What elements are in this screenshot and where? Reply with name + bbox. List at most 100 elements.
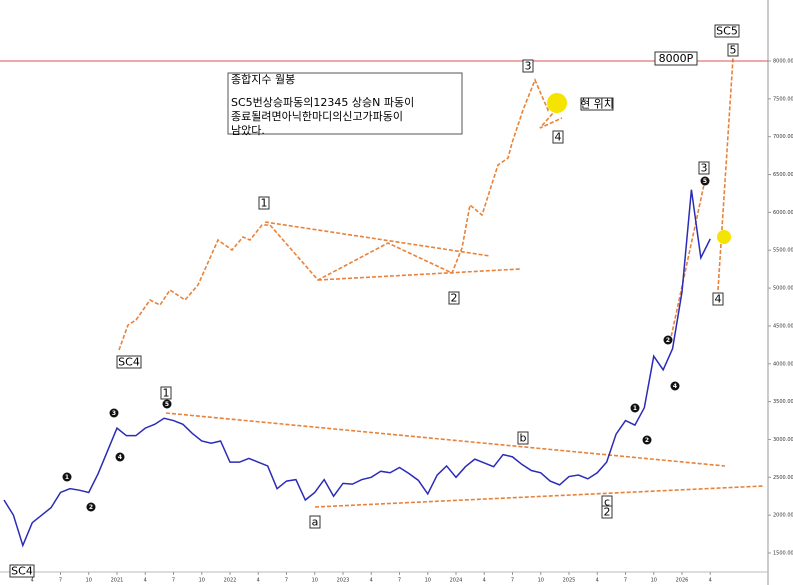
wave-label-box [698, 161, 710, 175]
y-tick-label: 2500.00 [773, 475, 793, 481]
x-tick-label: 10 [312, 578, 318, 584]
wave-label: b [520, 432, 527, 445]
wave-label-box [727, 43, 739, 57]
wave-label: c [604, 496, 610, 509]
wave-label-box [116, 355, 142, 369]
wave3-line [669, 179, 706, 343]
wave-label: 1 [163, 387, 170, 400]
wave-label-box [522, 59, 534, 73]
wave-label: SC4 [11, 565, 33, 578]
projection-path [118, 77, 563, 351]
x-tick-label: 10 [425, 578, 431, 584]
wave-mark [86, 502, 96, 512]
reference-label: 8000P [659, 52, 694, 65]
note-line: SC5번상승파동의12345 상승N 파동이 [231, 96, 414, 109]
y-tick-label: 4500.00 [773, 323, 793, 329]
y-tick-label: 1500.00 [773, 551, 793, 557]
wave-label-box [580, 97, 614, 111]
x-tick-label: 7 [624, 578, 627, 584]
wave-label: SC5 [716, 25, 738, 38]
trend-upper [165, 412, 726, 467]
x-tick-label: 10 [538, 578, 544, 584]
trend-lower [314, 485, 764, 508]
y-tick-label: 5000.00 [773, 286, 793, 292]
triangle-lower [317, 268, 521, 281]
x-tick-label: 2023 [337, 578, 350, 584]
x-tick-label: 7 [59, 578, 62, 584]
x-tick-label: 7 [398, 578, 401, 584]
wave-mark [62, 472, 72, 482]
wave-mark-label: 5 [165, 401, 169, 408]
wave-mark-label: 2 [645, 437, 649, 444]
wave-label-box [552, 130, 564, 144]
wave-label: SC4 [118, 356, 140, 369]
triangle-upper [264, 221, 491, 257]
wave-mark [109, 408, 119, 418]
wave-label: 5 [730, 44, 737, 57]
wave-label-box [160, 386, 172, 400]
y-tick-label: 8000.00 [773, 59, 793, 65]
wave-mark-label: 2 [89, 504, 93, 511]
note-line: 종료될려면아닉한마디의신고가파동이 [231, 109, 403, 123]
x-tick-label: 4 [709, 578, 712, 584]
price-line [3, 189, 711, 548]
wave-mark-label: 4 [118, 454, 122, 461]
wave-label: 3 [701, 162, 708, 175]
x-tick-label: 4 [596, 578, 599, 584]
wave-mark [700, 176, 710, 186]
wave-label: a [312, 516, 319, 529]
wave-label: 4 [555, 131, 562, 144]
wave-mark-label: 2 [666, 337, 670, 344]
x-tick-label: 4 [31, 578, 34, 584]
position-marker [717, 230, 731, 244]
wave-mark [642, 435, 652, 445]
y-tick-label: 3000.00 [773, 437, 793, 443]
x-tick-label: 10 [651, 578, 657, 584]
x-tick-label: 2025 [563, 578, 576, 584]
wave-label: 2 [451, 292, 458, 305]
wave-label-box [258, 196, 270, 210]
wave-mark [630, 403, 640, 413]
y-tick-label: 5500.00 [773, 248, 793, 254]
wave-label-box [601, 505, 613, 519]
x-tick-label: 4 [370, 578, 373, 584]
x-tick-label: 7 [172, 578, 175, 584]
wave-label-box [712, 292, 724, 306]
x-tick-label: 10 [199, 578, 205, 584]
note-title: 종합지수 월봉 [231, 73, 295, 86]
wave-mark [663, 335, 673, 345]
y-tick-label: 4000.00 [773, 361, 793, 367]
wave-label-box [309, 515, 321, 529]
wave-label: 4 [715, 293, 722, 306]
wave-mark-label: 1 [65, 474, 69, 481]
x-tick-label: 7 [511, 578, 514, 584]
x-tick-label: 10 [86, 578, 92, 584]
wave-label: 3 [525, 60, 532, 73]
wave-mark-label: 5 [703, 178, 707, 185]
y-tick-label: 7500.00 [773, 96, 793, 102]
x-tick-label: 4 [257, 578, 260, 584]
wave-label-box [517, 431, 529, 445]
wave-mark [670, 381, 680, 391]
note-line: 남았다. [231, 124, 265, 137]
y-tick-label: 6500.00 [773, 172, 793, 178]
x-tick-label: 2024 [450, 578, 463, 584]
wave-label: 현 위치 [580, 98, 614, 111]
y-tick-label: 7000.00 [773, 134, 793, 140]
x-tick-label: 7 [285, 578, 288, 584]
wave-mark-label: 3 [112, 410, 116, 417]
x-tick-label: 4 [483, 578, 486, 584]
wave-mark [162, 399, 172, 409]
wave-label: 1 [261, 197, 268, 210]
y-tick-label: 2000.00 [773, 513, 793, 519]
x-tick-label: 2026 [676, 578, 689, 584]
wave-label-box [448, 291, 460, 305]
x-tick-label: 2021 [111, 578, 124, 584]
wave-mark-label: 1 [633, 405, 637, 412]
note-box [227, 72, 463, 135]
y-tick-label: 3500.00 [773, 399, 793, 405]
y-tick-label: 6000.00 [773, 210, 793, 216]
wave-label-box [9, 564, 35, 578]
